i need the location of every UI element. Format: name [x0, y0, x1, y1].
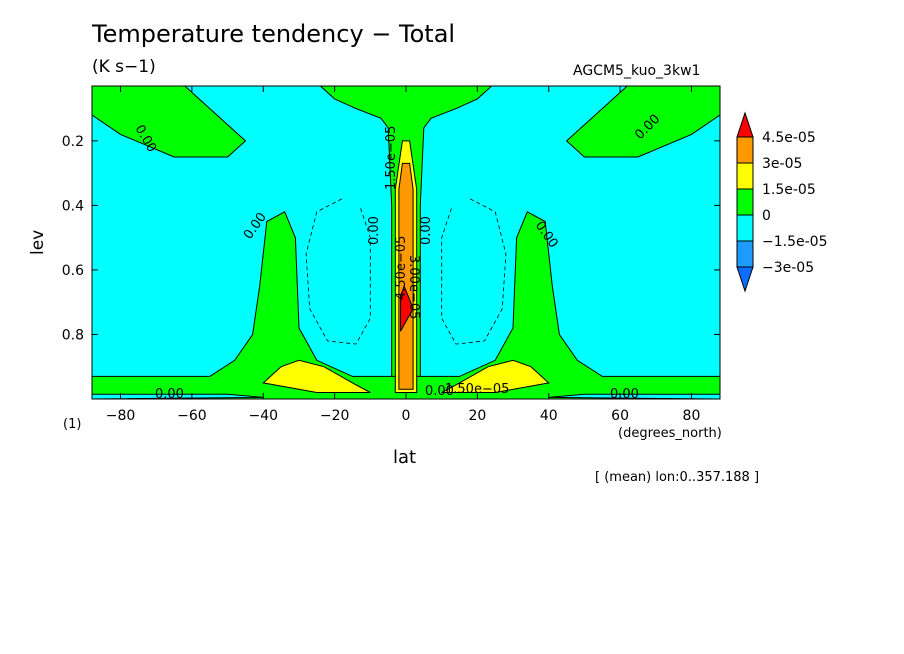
contour-label: 0.00	[419, 216, 434, 245]
run-label: AGCM5_kuo_3kw1	[573, 63, 701, 79]
colorbar-label: 0	[762, 208, 771, 224]
contour-label: 0.00	[367, 216, 382, 245]
colorbar-label: 3e-05	[762, 156, 802, 172]
colorbar-box	[736, 188, 754, 216]
y-tick-label: 0.6	[62, 263, 84, 279]
contour-region-yellow-south	[262, 359, 371, 393]
x-tick-label: 20	[468, 408, 486, 424]
colorbar-label: 1.5e-05	[762, 182, 816, 198]
footnote: [ (mean) lon:0..357.188 ]	[595, 470, 760, 485]
contour-region-bottom-band	[91, 211, 721, 400]
contour-region-red-core	[400, 284, 414, 332]
colorbar-arrow-bottom	[736, 266, 754, 293]
y-tick-label: 0.8	[62, 327, 84, 343]
chart-title: Temperature tendency − Total	[92, 20, 456, 48]
x-tick-label: 80	[683, 408, 701, 424]
colorbar-label: 4.5e-05	[762, 130, 816, 146]
colorbar-label: −3e-05	[762, 260, 814, 276]
dashed-contour	[305, 198, 371, 345]
colorbar-box	[736, 240, 754, 268]
contour-label: 0.00	[155, 387, 184, 402]
x-axis-unit: (degrees_north)	[618, 426, 722, 441]
colorbar-arrow-top	[736, 111, 754, 138]
y-tick-label: 0.4	[62, 198, 84, 214]
contour-label: 0.00	[610, 387, 639, 402]
x-tick-label: 40	[540, 408, 558, 424]
contour-label: 3.00e−05	[406, 255, 421, 319]
contour-label: 0.00	[425, 384, 454, 399]
contour-label: 1.50e−05	[384, 126, 399, 190]
contour-label: 1.50e−05	[445, 382, 509, 397]
contour-region-orange-column	[398, 162, 414, 390]
colorbar-label: −1.5e-05	[762, 234, 827, 250]
y-tick-label: 0.2	[62, 134, 84, 150]
dashed-contour	[441, 198, 507, 345]
x-tick-label: 0	[402, 408, 411, 424]
contour-region-yellow-north	[441, 359, 550, 393]
panel-number: (1)	[63, 417, 82, 432]
x-tick-label: −40	[248, 408, 278, 424]
colorbar-box	[736, 214, 754, 242]
chart-units: (K s−1)	[92, 57, 156, 77]
x-tick-label: −80	[106, 408, 136, 424]
colorbar-box	[736, 162, 754, 190]
x-tick-label: 60	[611, 408, 629, 424]
x-axis-label: lat	[393, 447, 417, 468]
colorbar-box	[736, 136, 754, 164]
x-tick-label: −20	[320, 408, 350, 424]
contour-label: 4.50e−05	[394, 236, 409, 300]
x-tick-label: −60	[177, 408, 207, 424]
contour-region-polar-north-upper	[565, 85, 721, 158]
contour-region-polar-south-upper	[91, 85, 247, 158]
